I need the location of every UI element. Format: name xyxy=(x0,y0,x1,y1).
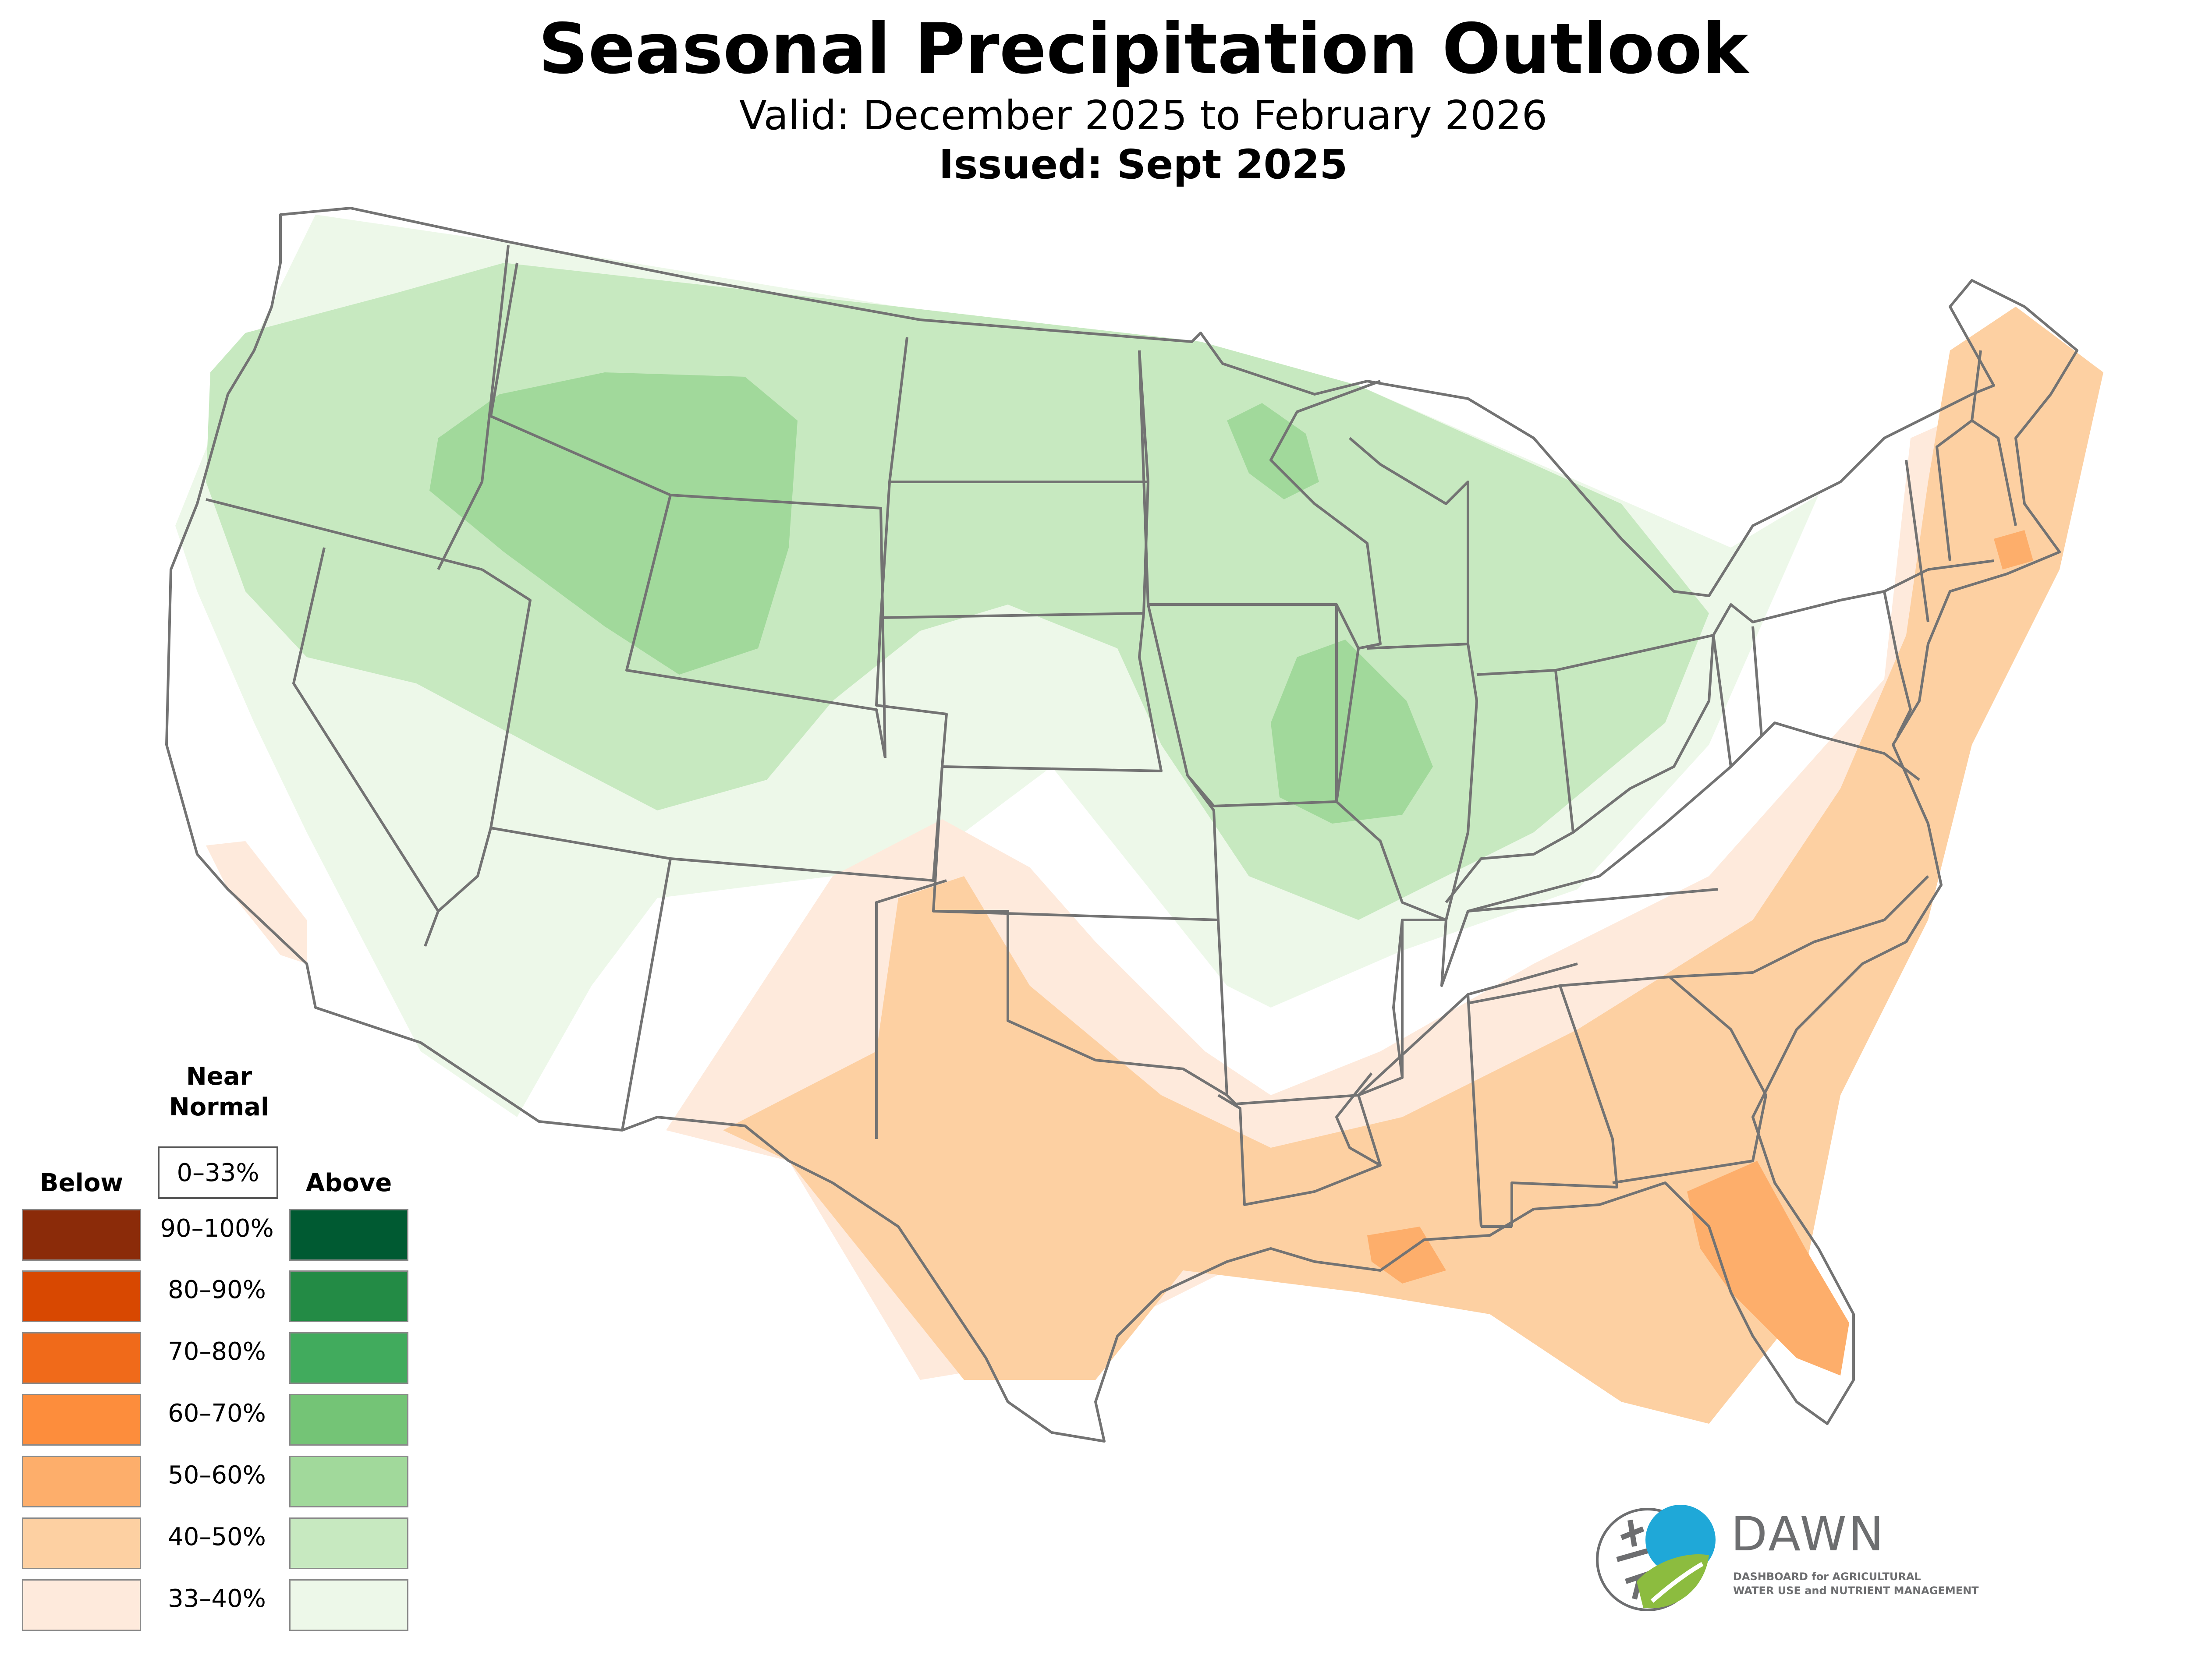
legend-range-label: 40–50% xyxy=(168,1523,266,1551)
below-33-40-zone-ca xyxy=(206,841,307,964)
legend-below-swatch xyxy=(22,1332,141,1384)
state-lines-south xyxy=(1217,875,1929,1228)
above-50-60-zone-north xyxy=(1227,403,1319,499)
outlook-shading xyxy=(175,215,2103,1424)
map-title: Seasonal Precipitation Outlook xyxy=(538,9,1748,89)
dawn-logo-name: DAWN xyxy=(1731,1507,1886,1562)
legend-below-label: Below xyxy=(39,1169,124,1197)
legend-range-label: 50–60% xyxy=(168,1461,266,1489)
legend-above-swatch xyxy=(289,1332,408,1384)
legend-range-label: 60–70% xyxy=(168,1399,266,1428)
legend-near-normal-line2: Normal xyxy=(169,1093,269,1121)
us-state-boundaries xyxy=(165,207,2078,1443)
legend-above-swatch xyxy=(289,1270,408,1322)
legend-below-swatch xyxy=(22,1579,141,1631)
legend-below-swatch xyxy=(22,1270,141,1322)
below-40-50-zone xyxy=(723,307,2103,1424)
legend-above-swatch xyxy=(289,1209,408,1261)
dawn-logo-subtitle-2: WATER USE and NUTRIENT MANAGEMENT xyxy=(1733,1585,1979,1597)
valid-period: Valid: December 2025 to February 2026 xyxy=(739,92,1548,139)
legend-below-swatch xyxy=(22,1517,141,1569)
legend-range-label: 70–80% xyxy=(168,1337,266,1366)
legend-above-swatch xyxy=(289,1456,408,1507)
state-lines-west xyxy=(206,245,943,1131)
dawn-logo-subtitle-1: DASHBOARD for AGRICULTURAL xyxy=(1733,1570,1921,1583)
below-50-60-zone-fl xyxy=(1687,1161,1849,1376)
dawn-logo-icon xyxy=(1596,1505,1716,1611)
legend-near-normal-range: 0–33% xyxy=(158,1146,278,1199)
state-lines-plains xyxy=(875,337,1404,1139)
above-50-60-zone-west xyxy=(429,372,798,675)
legend-above-swatch xyxy=(289,1517,408,1569)
below-50-60-zone-ri xyxy=(1994,530,2033,569)
legend-above-swatch xyxy=(289,1394,408,1446)
issued-date: Issued: Sept 2025 xyxy=(939,141,1348,188)
legend-below-swatch xyxy=(22,1394,141,1446)
state-lines-east xyxy=(1468,350,2017,913)
legend-above-label: Above xyxy=(305,1169,392,1197)
legend-above-swatch xyxy=(289,1579,408,1631)
legend-below-swatch xyxy=(22,1456,141,1507)
legend-range-label: 80–90% xyxy=(168,1276,266,1304)
above-50-60-zone-midwest xyxy=(1271,640,1433,824)
legend-near-normal-line1: Near xyxy=(186,1062,252,1091)
legend-range-label: 33–40% xyxy=(168,1585,266,1613)
legend-below-swatch xyxy=(22,1209,141,1261)
legend-range-label: 90–100% xyxy=(160,1214,274,1243)
